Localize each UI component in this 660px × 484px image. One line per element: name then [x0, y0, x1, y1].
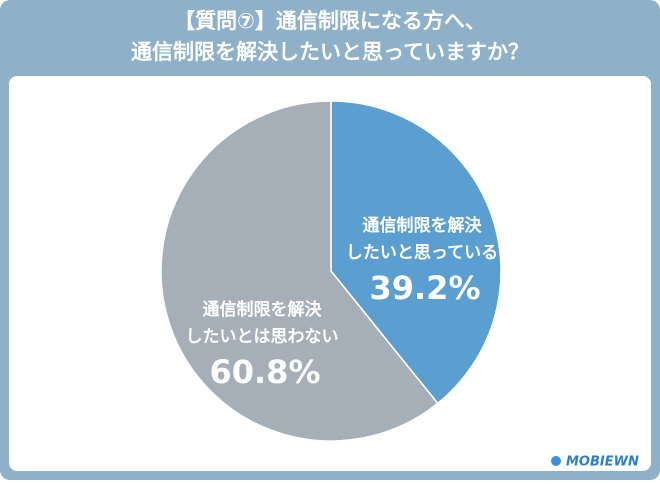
chart-title: 【質問⑦】通信制限になる方へ、	[174, 9, 486, 33]
chart-title: 通信制限を解決したいと思っていますか？	[131, 40, 529, 64]
slice-label: したいと思っている	[346, 243, 498, 263]
slice-label: したいとは思わない	[186, 327, 339, 347]
slice-label: 通信制限を解決	[203, 299, 323, 320]
pie-slice	[160, 100, 439, 442]
logo-icon	[551, 456, 561, 466]
value-label: 39.2%	[369, 269, 480, 307]
pie-slice	[330, 100, 502, 405]
logo: MOBIEWN	[566, 455, 639, 470]
value-label: 60.8%	[209, 353, 320, 391]
slice-label: 通信制限を解決	[363, 215, 483, 236]
